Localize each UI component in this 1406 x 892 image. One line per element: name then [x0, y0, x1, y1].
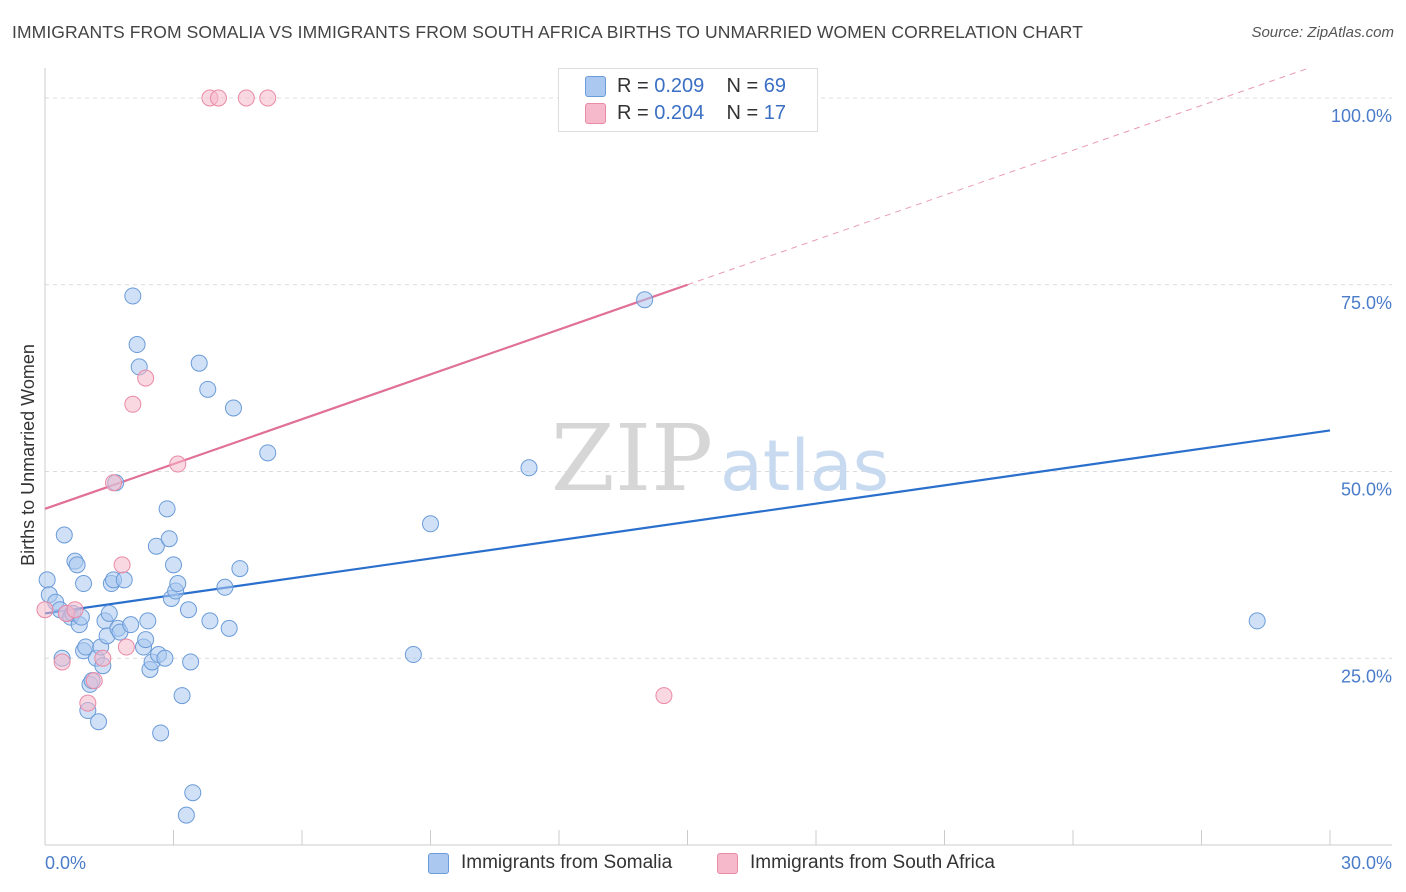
point-series-0	[520, 459, 538, 477]
data-points	[36, 89, 1266, 824]
point-series-0	[216, 578, 234, 596]
grid-lines	[45, 97, 1392, 659]
point-series-0	[115, 571, 133, 589]
axes	[44, 68, 1392, 846]
r-value: 0.204	[654, 101, 705, 124]
trend-line-series-1	[44, 283, 688, 510]
point-series-0	[182, 653, 200, 671]
point-series-0	[137, 631, 155, 649]
point-series-0	[68, 556, 86, 574]
y-tick-label: 50.0%	[1341, 480, 1392, 500]
correlation-legend: R = 0.209 N = 69 R = 0.204 N = 17	[558, 68, 818, 132]
r-label: R =	[617, 74, 655, 97]
point-series-0	[128, 336, 146, 354]
point-series-0	[160, 530, 178, 548]
source-credit: Source: ZipAtlas.com	[1251, 24, 1394, 41]
n-label: N =	[726, 74, 764, 97]
trend-line-series-0	[44, 429, 1331, 615]
point-series-0	[55, 526, 73, 544]
legend-text-south-africa: R = 0.204 N = 17	[617, 102, 786, 125]
point-series-0	[100, 604, 118, 622]
point-series-0	[156, 649, 174, 667]
point-series-1	[137, 369, 155, 387]
point-series-1	[259, 89, 277, 107]
point-series-0	[173, 687, 191, 705]
y-axis-label: Births to Unmarried Women	[18, 344, 38, 566]
trend-lines	[44, 67, 1331, 615]
point-series-0	[179, 601, 197, 619]
point-series-0	[139, 612, 157, 630]
point-series-0	[404, 646, 422, 664]
legend-label-somalia: Immigrants from Somalia	[461, 852, 673, 873]
legend-swatch-somalia	[585, 75, 606, 97]
n-value: 69	[763, 74, 787, 97]
point-series-0	[122, 616, 140, 634]
legend-item-somalia: Immigrants from Somalia	[428, 852, 672, 874]
point-series-0	[169, 575, 187, 593]
point-series-0	[259, 444, 277, 462]
y-tick-label: 25.0%	[1341, 666, 1392, 686]
legend-swatch-south-africa	[585, 102, 606, 124]
point-series-0	[158, 500, 176, 518]
point-series-1	[94, 649, 112, 667]
point-series-1	[113, 556, 131, 574]
legend-item-south-africa: Immigrants from South Africa	[717, 852, 995, 874]
y-tick-label: 75.0%	[1341, 293, 1392, 313]
point-series-0	[190, 354, 208, 372]
watermark: ZIP atlas	[551, 405, 889, 512]
point-series-0	[147, 537, 165, 555]
point-series-0	[422, 515, 439, 533]
r-value: 0.209	[654, 74, 705, 97]
watermark-zip: ZIP	[551, 405, 713, 512]
point-series-0	[231, 560, 249, 578]
point-series-0	[220, 619, 238, 637]
point-series-0	[165, 556, 182, 574]
watermark-atlas: atlas	[720, 425, 889, 507]
point-series-0	[90, 713, 108, 731]
point-series-0	[184, 784, 202, 802]
legend-swatch-south-africa	[717, 852, 738, 874]
legend-text-somalia: R = 0.209 N = 69	[617, 75, 786, 98]
point-series-0	[224, 399, 242, 417]
series-legend: Immigrants from Somalia Immigrants from …	[0, 852, 1406, 878]
y-tick-label: 100.0%	[1331, 106, 1392, 126]
chart-title: IMMIGRANTS FROM SOMALIA VS IMMIGRANTS FR…	[12, 22, 1083, 42]
point-series-0	[124, 287, 142, 305]
point-series-1	[124, 395, 142, 413]
point-series-1	[655, 687, 673, 705]
point-series-0	[152, 724, 170, 742]
point-series-0	[177, 806, 195, 824]
point-series-1	[66, 601, 84, 619]
point-series-1	[105, 474, 123, 492]
point-series-1	[85, 672, 103, 690]
x-tick-label-min: 0.0%	[45, 853, 86, 873]
point-series-0	[636, 291, 654, 309]
point-series-1	[117, 638, 135, 656]
point-series-0	[75, 575, 93, 593]
point-series-1	[79, 694, 97, 712]
point-series-1	[209, 89, 227, 107]
legend-swatch-somalia	[428, 852, 449, 874]
legend-label-south-africa: Immigrants from South Africa	[750, 852, 995, 873]
point-series-1	[237, 89, 255, 107]
x-tick-label-max: 30.0%	[1341, 853, 1392, 873]
n-label: N =	[726, 101, 764, 124]
r-label: R =	[617, 101, 655, 124]
n-value: 17	[763, 101, 787, 124]
point-series-0	[199, 380, 217, 398]
point-series-0	[201, 612, 219, 630]
point-series-1	[53, 653, 71, 671]
point-series-1	[36, 601, 54, 619]
point-series-0	[38, 571, 56, 589]
point-series-0	[1248, 612, 1266, 630]
tick-labels: 100.0% 75.0% 50.0% 25.0% 0.0% 30.0%	[45, 106, 1392, 873]
point-series-1	[169, 455, 187, 473]
